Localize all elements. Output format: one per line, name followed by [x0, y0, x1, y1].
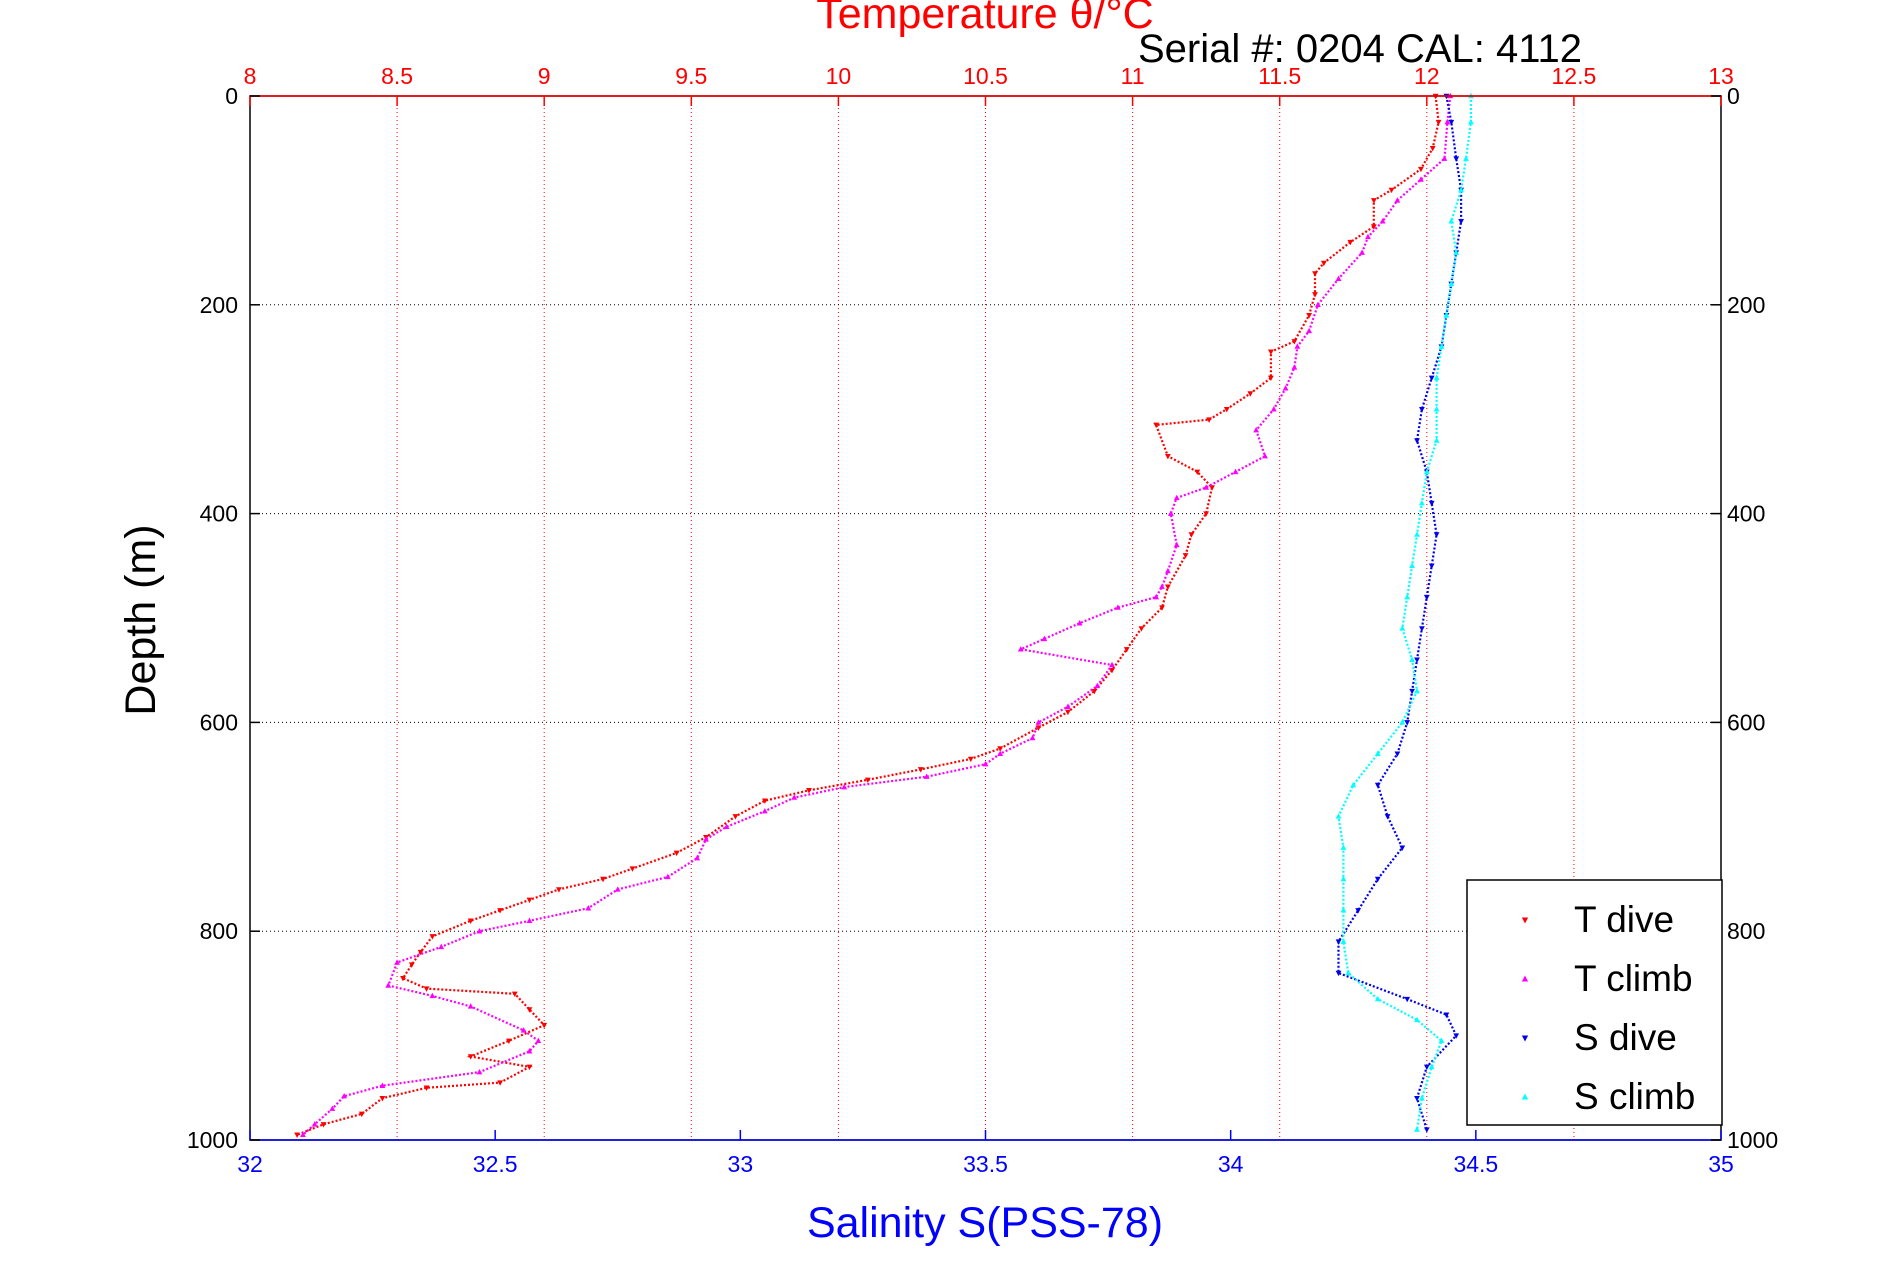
data-point [1423, 594, 1430, 601]
data-point [1419, 406, 1425, 413]
tick-label-top: 8.5 [381, 63, 413, 89]
data-point [1433, 532, 1440, 538]
tick-label-top: 12 [1414, 63, 1440, 89]
data-point [1453, 249, 1460, 255]
data-point [1435, 119, 1442, 126]
data-point [923, 773, 930, 779]
data-point [1448, 119, 1455, 126]
data-point [423, 1085, 430, 1091]
series-trace [296, 95, 1440, 1136]
tick-label-top: 8 [244, 63, 257, 89]
tick-label-top: 12.5 [1552, 63, 1597, 89]
data-point [300, 1131, 306, 1138]
series-t-dive [294, 93, 1442, 1138]
data-point [1404, 593, 1411, 600]
series-s-climb [1335, 92, 1474, 1132]
tick-label-left: 400 [200, 501, 238, 527]
tick-label-bottom: 32.5 [473, 1151, 518, 1177]
data-point [1370, 198, 1377, 204]
data-point [1414, 1126, 1420, 1132]
data-point [1335, 970, 1342, 977]
data-point [1414, 438, 1420, 444]
tick-label-top: 10.5 [963, 63, 1008, 89]
legend-markers [1521, 917, 1529, 1100]
tick-label-right: 1000 [1727, 1127, 1778, 1153]
data-point [1350, 781, 1357, 788]
legend-marker [1521, 1093, 1529, 1100]
tick-label-right: 800 [1727, 918, 1765, 944]
tick-label-left: 600 [200, 709, 238, 735]
tick-label-bottom: 32 [237, 1151, 263, 1177]
tick-label-top: 10 [826, 63, 852, 89]
tick-label-right: 200 [1727, 292, 1765, 318]
legend-box [1466, 879, 1723, 1126]
tick-label-left: 200 [200, 292, 238, 318]
data-point [1340, 907, 1347, 913]
data-point [1428, 375, 1435, 382]
data-point [1463, 155, 1469, 161]
tick-label-right: 400 [1727, 501, 1765, 527]
data-point [1458, 219, 1465, 225]
data-point [1458, 186, 1465, 193]
tick-label-top: 9.5 [675, 63, 707, 89]
data-point [1419, 1095, 1425, 1101]
tick-label-bottom: 34.5 [1453, 1151, 1498, 1177]
series-s-dive [1335, 93, 1465, 1133]
tick-label-top: 13 [1708, 63, 1734, 89]
data-point [1423, 1127, 1430, 1133]
series-t-climb [300, 92, 1454, 1138]
tick-label-top: 11.5 [1258, 63, 1301, 89]
legend-marker [1521, 975, 1529, 982]
tick-label-left: 800 [200, 918, 238, 944]
series-trace [1337, 96, 1472, 1130]
tick-label-top: 9 [538, 63, 551, 89]
tick-label-top: 11 [1121, 63, 1145, 89]
data-point [1428, 500, 1435, 507]
tick-label-bottom: 33 [728, 1151, 754, 1177]
legend-label-s-climb: S climb [1574, 1076, 1695, 1117]
legend-label-s-dive: S dive [1574, 1017, 1677, 1058]
data-point [1370, 224, 1377, 230]
legend-label-t-dive: T dive [1574, 899, 1674, 940]
chart-title: Temperature θ/°C [816, 0, 1153, 38]
y-axis-label: Depth (m) [117, 524, 165, 715]
legend-marker [1521, 917, 1529, 924]
chart-subtitle: Serial #: 0204 CAL: 4112 [1138, 27, 1582, 71]
data-point [1340, 938, 1347, 944]
data-point [1443, 312, 1450, 318]
data-point [1414, 657, 1420, 663]
tick-label-bottom: 34 [1218, 1151, 1244, 1177]
data-point [1414, 1096, 1420, 1102]
tick-label-bottom: 35 [1708, 1151, 1734, 1177]
data-point [1428, 563, 1435, 569]
data-point [1438, 1037, 1445, 1044]
series-trace [302, 95, 1452, 1136]
data-point [1267, 375, 1274, 382]
axis-ticks: 8 8.5 9 9.5 10 10.5 11 11.5 12 12.5 13 32 32.5 33 33.5… [187, 63, 1778, 1177]
data-point [1448, 280, 1455, 287]
data-point [1203, 511, 1210, 517]
data-points [294, 92, 1474, 1138]
x-axis-label: Salinity S(PSS-78) [807, 1199, 1163, 1247]
tick-label-bottom: 33.5 [963, 1151, 1008, 1177]
tick-label-left: 1000 [187, 1127, 238, 1153]
legend-label-t-climb: T climb [1574, 958, 1693, 999]
tick-label-left: 0 [225, 83, 238, 109]
series-trace [1337, 95, 1463, 1130]
data-point [1448, 218, 1455, 224]
data-point [1306, 313, 1312, 319]
data-point [1419, 626, 1425, 632]
tick-label-right: 0 [1727, 83, 1740, 109]
data-point [1340, 875, 1347, 882]
legend-marker [1521, 1035, 1529, 1042]
data-point [1453, 156, 1460, 162]
tick-label-right: 600 [1727, 709, 1765, 735]
data-point [1115, 604, 1121, 610]
data-point [1267, 349, 1274, 355]
data-point [1428, 1063, 1435, 1070]
legend: T dive T climb S dive S climb [1466, 879, 1723, 1126]
data-point [497, 908, 503, 914]
data-point [1159, 605, 1165, 611]
